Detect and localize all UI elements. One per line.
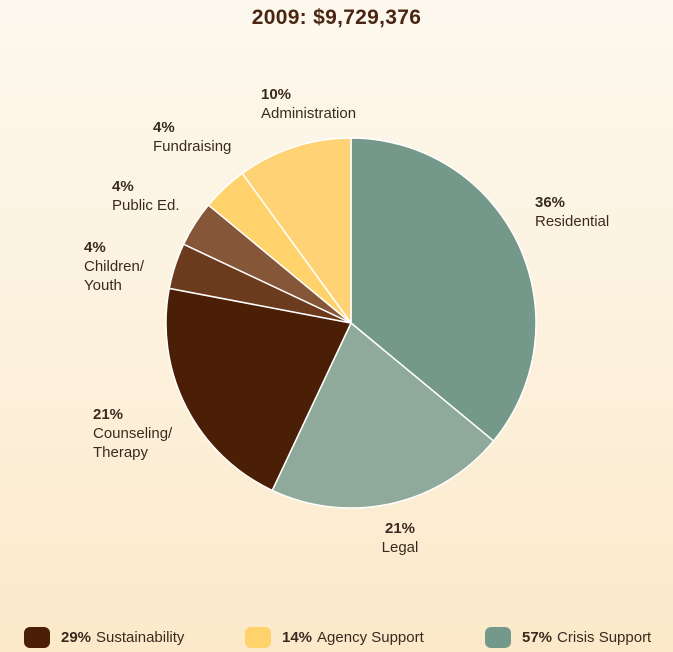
legend-item-sustainability: 29% Sustainability [24, 626, 184, 648]
slice-label-children-youth: 4% Children/ Youth [84, 238, 144, 295]
legend-item-crisis-support: 57% Crisis Support [485, 626, 651, 648]
legend-swatch [245, 626, 271, 648]
pie-slice-residential [350, 137, 537, 442]
legend-percent: 14% [282, 628, 313, 646]
slice-percent: 4% [112, 178, 134, 195]
slice-name: Legal [381, 539, 419, 556]
slice-label-legal: 21% Legal [370, 519, 430, 557]
pie-slice-administration [241, 137, 352, 324]
slice-name: Administration [261, 105, 357, 122]
slice-percent: 4% [153, 119, 175, 136]
slice-percent: 36% [535, 194, 566, 211]
slice-name: Fundraising [153, 138, 232, 155]
chart-title: 2009: $9,729,376 [251, 6, 422, 29]
pie-slice-legal [271, 322, 495, 509]
slice-name: Residential [535, 213, 610, 230]
slice-percent: 21% [93, 406, 124, 423]
pie-slice-counseling-therapy [165, 287, 352, 492]
legend-item-agency-support: 14% Agency Support [245, 626, 424, 648]
legend-percent: 57% [522, 628, 553, 646]
legend-label: Crisis Support [557, 628, 652, 646]
slice-percent: 21% [384, 520, 416, 537]
slice-name: Public Ed. [112, 197, 180, 214]
slice-percent: 4% [84, 239, 106, 256]
slice-name: Children/ Youth [84, 258, 145, 294]
slice-label-fundraising: 4% Fundraising [153, 118, 231, 156]
slice-percent: 10% [261, 86, 292, 103]
legend-percent: 29% [61, 628, 92, 646]
slice-label-administration: 10% Administration [261, 85, 356, 123]
slice-name: Counseling/ Therapy [93, 425, 173, 461]
slice-label-residential: 36% Residential [535, 193, 609, 231]
legend-label: Sustainability [96, 628, 185, 646]
slice-label-public-ed: 4% Public Ed. [112, 177, 180, 215]
legend-swatch [485, 626, 511, 648]
legend-swatch [24, 626, 50, 648]
slice-label-counseling: 21% Counseling/ Therapy [93, 405, 172, 462]
legend-label: Agency Support [317, 628, 424, 646]
